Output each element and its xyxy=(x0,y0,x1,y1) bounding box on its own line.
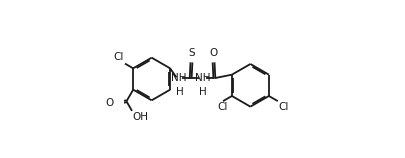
Text: H: H xyxy=(175,87,183,97)
Text: NH: NH xyxy=(171,73,186,83)
Text: OH: OH xyxy=(132,112,148,122)
Text: NH: NH xyxy=(194,73,210,83)
Text: Cl: Cl xyxy=(113,52,124,62)
Text: H: H xyxy=(199,87,207,97)
Text: Cl: Cl xyxy=(217,102,228,112)
Text: O: O xyxy=(105,98,114,108)
Text: S: S xyxy=(188,49,194,58)
Text: Cl: Cl xyxy=(278,102,288,112)
Text: O: O xyxy=(209,49,217,58)
